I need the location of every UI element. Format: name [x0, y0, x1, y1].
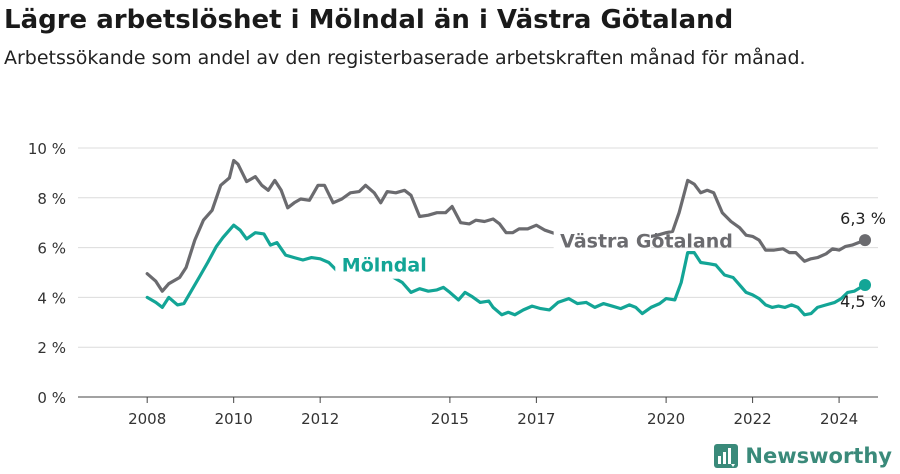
- chart-title: Lägre arbetslöshet i Mölndal än i Västra…: [4, 5, 734, 35]
- y-tick-label: 4 %: [37, 289, 66, 307]
- grid-lines: [78, 147, 878, 398]
- series-label-molndal: Mölndal: [342, 254, 427, 276]
- y-tick-label: 0 %: [37, 389, 66, 407]
- series-end-point: [859, 278, 872, 291]
- x-tick-label: 2012: [301, 410, 339, 428]
- label-halo: [335, 255, 401, 279]
- series-label-vastra-gotaland: Västra Götaland: [560, 231, 733, 253]
- brand-logo[interactable]: Newsworthy: [713, 442, 892, 470]
- y-axis-ticks: 0 % 2 % 4 % 6 % 8 % 10 %: [28, 140, 66, 407]
- x-tick-label: 2022: [734, 410, 772, 428]
- newsworthy-logo-icon: [714, 444, 739, 468]
- x-axis: 2008 2010 2012 2015 2017 2020 2022 2024: [78, 396, 878, 428]
- series-end-label: 4,5 %: [840, 292, 886, 311]
- label-halo: [553, 223, 651, 257]
- y-tick-label: 2 %: [37, 339, 66, 357]
- x-tick-label: 2020: [647, 410, 685, 428]
- x-tick-label: 2017: [517, 410, 555, 428]
- series-labels: 6,3 % 4,5 % Västra Götaland Mölndal: [335, 209, 886, 311]
- y-tick-label: 10 %: [28, 140, 66, 158]
- x-tick-label: 2024: [820, 410, 858, 428]
- y-tick-label: 6 %: [37, 240, 66, 258]
- brand-name: Newsworthy: [745, 444, 892, 468]
- series-line-molndal: [145, 223, 867, 317]
- series-end-point: [859, 234, 872, 247]
- series-line-vastra-gotaland: [145, 158, 867, 293]
- x-tick-label: 2008: [128, 410, 166, 428]
- x-tick-label: 2010: [215, 410, 253, 428]
- x-tick-label: 2015: [431, 410, 469, 428]
- y-tick-label: 8 %: [37, 190, 66, 208]
- series-end-label: 6,3 %: [840, 209, 886, 228]
- chart-subtitle: Arbetssökande som andel av den registerb…: [4, 47, 806, 69]
- series-lines: [145, 158, 872, 317]
